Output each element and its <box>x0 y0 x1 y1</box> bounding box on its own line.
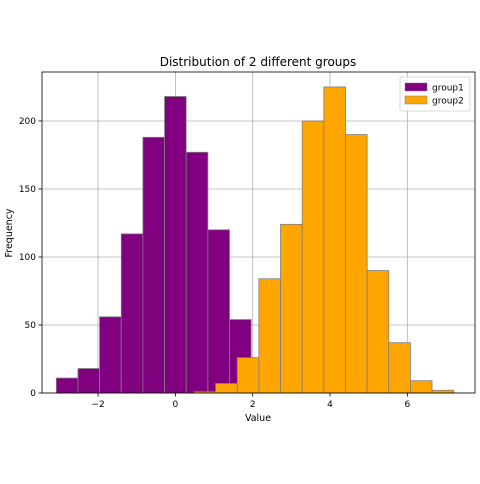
bar-group1 <box>185 151 209 394</box>
bar-group2 <box>345 134 368 394</box>
bar-group1 <box>77 368 101 394</box>
bar-group2 <box>258 278 281 394</box>
legend-label-group2: group2 <box>432 97 464 107</box>
y-tick-label: 0 <box>30 389 36 399</box>
chart-title: Distribution of 2 different groups <box>160 55 357 69</box>
x-axis-ticks: −2 0 2 4 6 <box>91 393 410 410</box>
legend-swatch-group1 <box>404 82 428 92</box>
bar-group2 <box>323 86 346 394</box>
y-tick-label: 150 <box>19 185 36 195</box>
bar-group2 <box>366 270 390 394</box>
bar-group2 <box>215 383 238 394</box>
legend-swatch-group2 <box>404 95 428 105</box>
x-axis-label: Value <box>245 413 271 424</box>
histogram-bars <box>55 86 455 394</box>
x-tick-label: 4 <box>327 400 333 410</box>
plot-area-frame <box>41 71 476 394</box>
y-tick-label: 50 <box>25 321 37 331</box>
bar-group2 <box>431 389 455 394</box>
x-tick-label: 2 <box>250 400 256 410</box>
bar-group1 <box>142 136 165 394</box>
bar-group1 <box>120 233 144 394</box>
legend: group1 group2 <box>399 76 471 112</box>
x-tick-label: −2 <box>91 400 104 410</box>
bar-group2 <box>236 357 260 394</box>
y-axis-ticks: 0 50 100 150 200 <box>19 117 42 399</box>
x-tick-label: 0 <box>173 400 179 410</box>
x-tick-label: 6 <box>404 400 410 410</box>
bar-group2 <box>410 380 433 394</box>
legend-label-group1: group1 <box>432 84 464 94</box>
y-axis-label: Frequency <box>4 208 15 257</box>
bar-group2 <box>388 342 411 394</box>
bar-group2 <box>280 223 303 394</box>
y-tick-label: 200 <box>19 117 36 127</box>
bar-group1 <box>207 229 230 394</box>
bar-group1 <box>99 316 122 394</box>
bar-group1 <box>164 96 187 394</box>
bar-group1 <box>55 377 79 394</box>
y-tick-label: 100 <box>19 253 36 263</box>
bar-group2 <box>301 120 325 394</box>
